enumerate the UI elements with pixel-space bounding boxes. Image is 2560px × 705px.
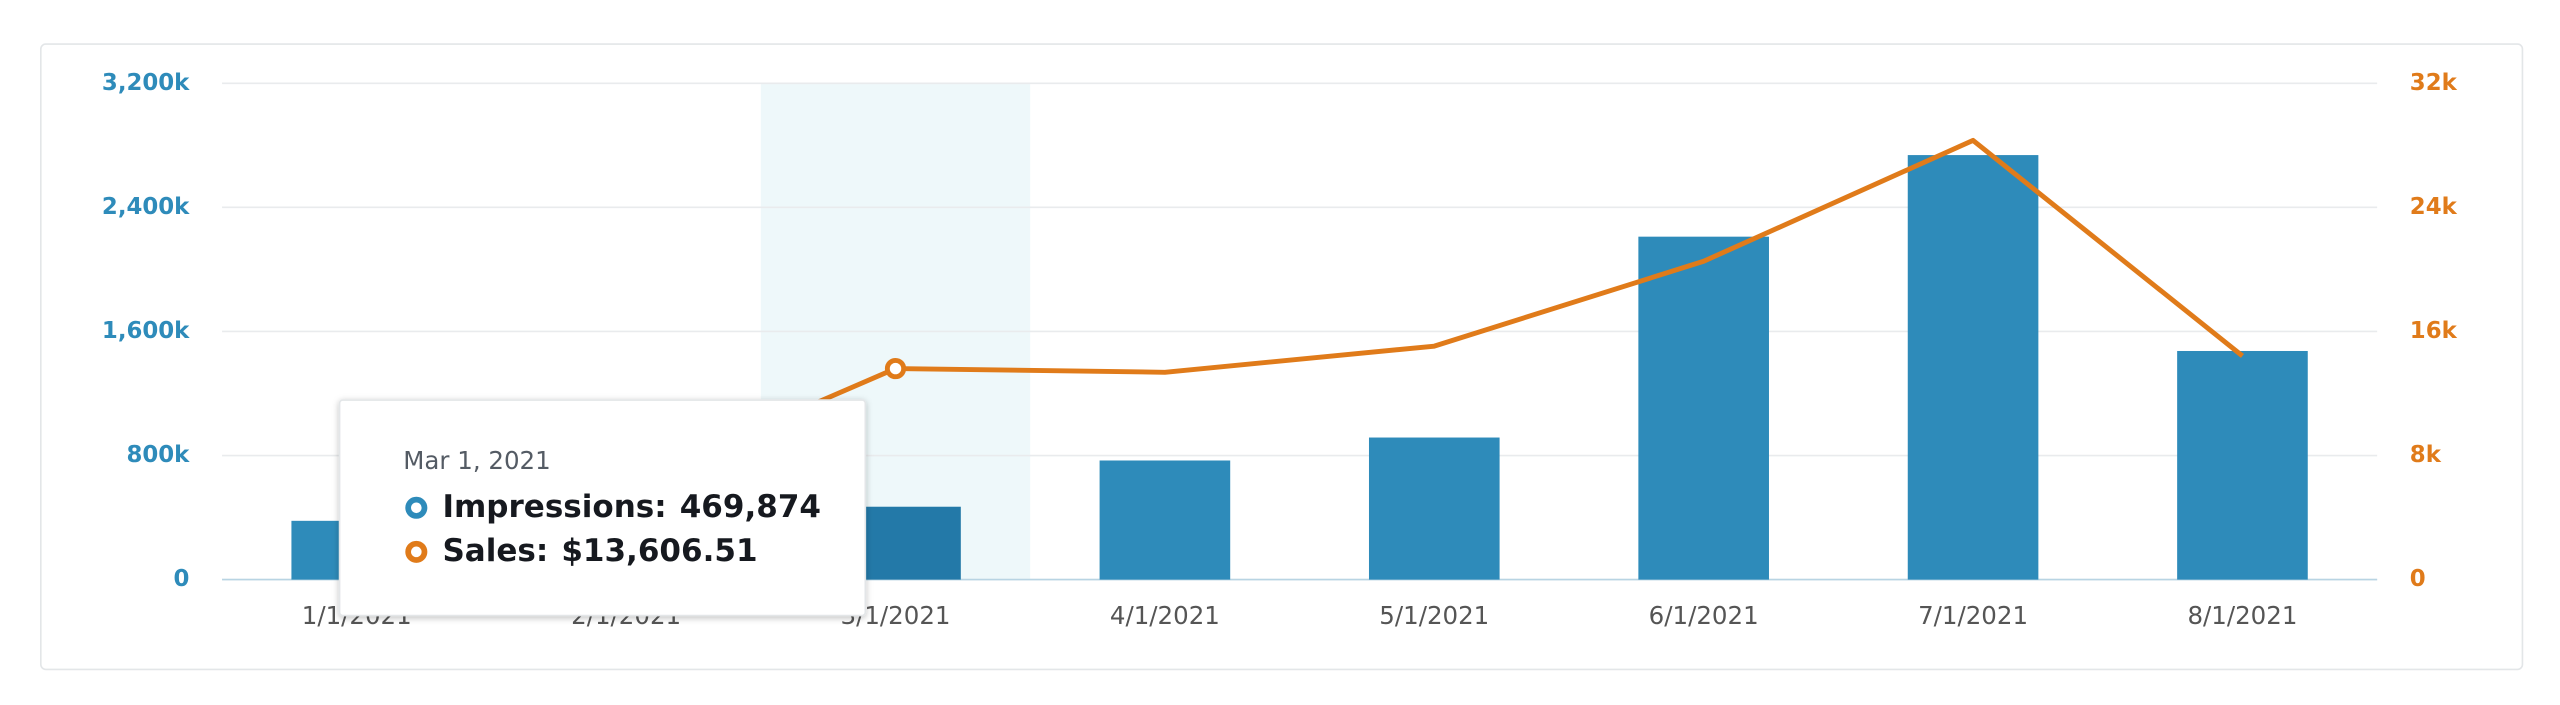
tooltip-marker — [405, 540, 428, 563]
tooltip-value: 469,874 — [680, 489, 821, 525]
tooltip-marker — [405, 496, 428, 519]
bar — [2177, 350, 2308, 580]
x-tick-label: 7/1/2021 — [1918, 601, 2028, 630]
y-tick-label: 0 — [173, 566, 189, 592]
y2-tick-label: 16k — [2410, 318, 2458, 344]
y-tick-label: 1,600k — [102, 318, 190, 344]
y-tick-label: 3,200k — [102, 70, 190, 96]
tooltip-box — [338, 399, 867, 617]
tooltip-title: Mar 1, 2021 — [403, 446, 550, 475]
y2-tick-label: 8k — [2410, 442, 2442, 468]
tooltip: Mar 1, 2021 Impressions: 469,874 Sales: $13,… — [338, 399, 867, 617]
bar — [1099, 460, 1231, 580]
bar — [1638, 236, 1769, 580]
x-tick-label: 6/1/2021 — [1649, 601, 1759, 630]
y2-tick-label: 0 — [2410, 566, 2426, 592]
y2-tick-label: 24k — [2410, 194, 2458, 220]
tooltip-value: $13,606.51 — [561, 533, 757, 569]
tooltip-label: Sales: — [442, 533, 548, 569]
tooltip-label: Impressions: — [442, 489, 666, 525]
x-tick-label: 4/1/2021 — [1110, 601, 1220, 630]
hover-point — [884, 357, 907, 380]
bar — [1907, 155, 2039, 580]
y-tick-label: 2,400k — [102, 194, 190, 220]
x-tick-label: 8/1/2021 — [2187, 601, 2297, 630]
y-tick-label: 800k — [126, 442, 190, 468]
y2-tick-label: 32k — [2410, 70, 2458, 96]
x-tick-label: 5/1/2021 — [1379, 601, 1489, 630]
bar — [1368, 437, 1500, 580]
